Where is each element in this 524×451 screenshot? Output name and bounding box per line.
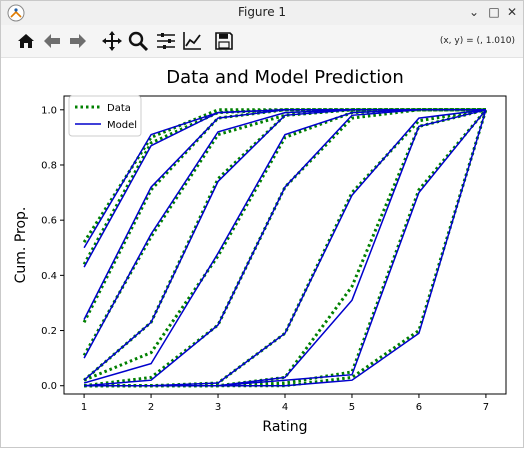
y-tick-label: 0.6: [41, 216, 57, 227]
y-tick-label: 0.4: [41, 271, 57, 282]
back-arrow-icon: [44, 34, 60, 48]
x-tick-label: 3: [215, 402, 221, 413]
x-tick-label: 2: [148, 402, 154, 413]
configure-subplots-button[interactable]: [155, 30, 177, 52]
x-tick-label: 6: [416, 402, 422, 413]
edit-axis-icon: [183, 32, 201, 50]
data-series-line-1: [82, 108, 486, 244]
save-button[interactable]: [213, 30, 235, 52]
back-button[interactable]: [41, 30, 63, 52]
cumulative-proportion-chart: Data and Model Prediction 1 2 3 4 5 6 7 0.0 0.2…: [13, 67, 507, 435]
home-button[interactable]: [15, 30, 37, 52]
x-tick-label: 5: [349, 402, 355, 413]
minimize-button[interactable]: ⌄: [468, 5, 480, 19]
save-icon: [215, 32, 233, 50]
legend-data-label: Data: [107, 103, 131, 114]
model-series-line-3: [83, 109, 486, 320]
x-axis-label: Rating: [262, 419, 307, 435]
zoom-button[interactable]: [127, 30, 149, 52]
app-logo-icon: [7, 4, 25, 22]
legend-model-label: Model: [107, 120, 137, 131]
model-series-line-1: [83, 109, 486, 249]
configure-subplots-icon: [157, 33, 175, 49]
x-tick-label: 1: [81, 402, 87, 413]
x-tick-label: 7: [483, 402, 489, 413]
close-button[interactable]: ✕: [506, 5, 518, 19]
axes-frame: [63, 95, 507, 395]
y-tick-label: 0.0: [41, 381, 57, 392]
pan-icon: [102, 31, 122, 51]
pan-button[interactable]: [101, 30, 123, 52]
chart-title: Data and Model Prediction: [166, 67, 403, 88]
y-tick-label: 0.8: [41, 160, 57, 171]
model-series-line-11: [84, 109, 487, 387]
y-axis: 0.0 0.2 0.4 0.6 0.8 1.0: [41, 105, 64, 392]
zoom-icon: [128, 31, 149, 52]
coordinate-readout: (x, y) = (, 1.010): [439, 36, 515, 46]
data-series-line-6: [83, 108, 486, 382]
data-series-line-3: [82, 108, 486, 323]
plot-area: [82, 108, 488, 388]
y-tick-label: 1.0: [41, 105, 57, 116]
y-axis-label: Cum. Prop.: [13, 207, 29, 284]
title-bar: Figure 1 ⌄ □ ✕: [1, 1, 523, 25]
forward-button[interactable]: [67, 30, 89, 52]
home-icon: [18, 34, 34, 48]
forward-arrow-icon: [70, 34, 86, 48]
navigation-toolbar: (x, y) = (, 1.010): [1, 25, 523, 58]
model-series-line-7: [84, 109, 486, 387]
maximize-button[interactable]: □: [488, 5, 500, 19]
x-tick-label: 4: [282, 402, 288, 413]
legend: Data Model: [68, 95, 142, 137]
x-axis: 1 2 3 4 5 6 7: [81, 394, 489, 413]
y-tick-label: 0.2: [41, 326, 57, 337]
figure-canvas[interactable]: Data and Model Prediction 1 2 3 4 5 6 7 0.0 0.2…: [1, 58, 523, 447]
window-title: Figure 1: [237, 5, 287, 19]
edit-axis-button[interactable]: [181, 30, 203, 52]
